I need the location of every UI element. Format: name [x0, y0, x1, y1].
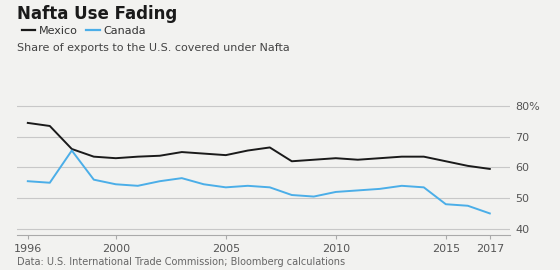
Canada: [91, 178, 97, 181]
Line: Mexico: Mexico: [28, 123, 490, 169]
Mexico: [25, 121, 31, 124]
Mexico: [398, 155, 405, 158]
Mexico: [421, 155, 427, 158]
Canada: [333, 190, 339, 194]
Canada: [421, 186, 427, 189]
Mexico: [376, 157, 383, 160]
Mexico: [245, 149, 251, 152]
Mexico: [46, 124, 53, 128]
Mexico: [333, 157, 339, 160]
Canada: [310, 195, 317, 198]
Canada: [134, 184, 141, 187]
Mexico: [156, 154, 163, 157]
Mexico: [310, 158, 317, 161]
Mexico: [68, 147, 75, 151]
Text: Share of exports to the U.S. covered under Nafta: Share of exports to the U.S. covered und…: [17, 43, 290, 53]
Mexico: [354, 158, 361, 161]
Mexico: [179, 150, 185, 154]
Canada: [200, 183, 207, 186]
Canada: [354, 189, 361, 192]
Canada: [398, 184, 405, 187]
Canada: [46, 181, 53, 184]
Mexico: [200, 152, 207, 155]
Canada: [442, 202, 449, 206]
Mexico: [487, 167, 493, 171]
Mexico: [442, 160, 449, 163]
Canada: [487, 212, 493, 215]
Canada: [222, 186, 229, 189]
Line: Canada: Canada: [28, 151, 490, 213]
Canada: [464, 204, 471, 207]
Canada: [113, 183, 119, 186]
Mexico: [222, 154, 229, 157]
Canada: [156, 180, 163, 183]
Canada: [25, 180, 31, 183]
Mexico: [113, 157, 119, 160]
Mexico: [91, 155, 97, 158]
Canada: [68, 149, 75, 152]
Canada: [376, 187, 383, 191]
Mexico: [464, 164, 471, 167]
Mexico: [288, 160, 295, 163]
Mexico: [134, 155, 141, 158]
Legend: Mexico, Canada: Mexico, Canada: [17, 22, 150, 41]
Mexico: [267, 146, 273, 149]
Text: Data: U.S. International Trade Commission; Bloomberg calculations: Data: U.S. International Trade Commissio…: [17, 257, 345, 267]
Canada: [179, 177, 185, 180]
Text: Nafta Use Fading: Nafta Use Fading: [17, 5, 177, 23]
Canada: [288, 193, 295, 197]
Canada: [245, 184, 251, 187]
Canada: [267, 186, 273, 189]
